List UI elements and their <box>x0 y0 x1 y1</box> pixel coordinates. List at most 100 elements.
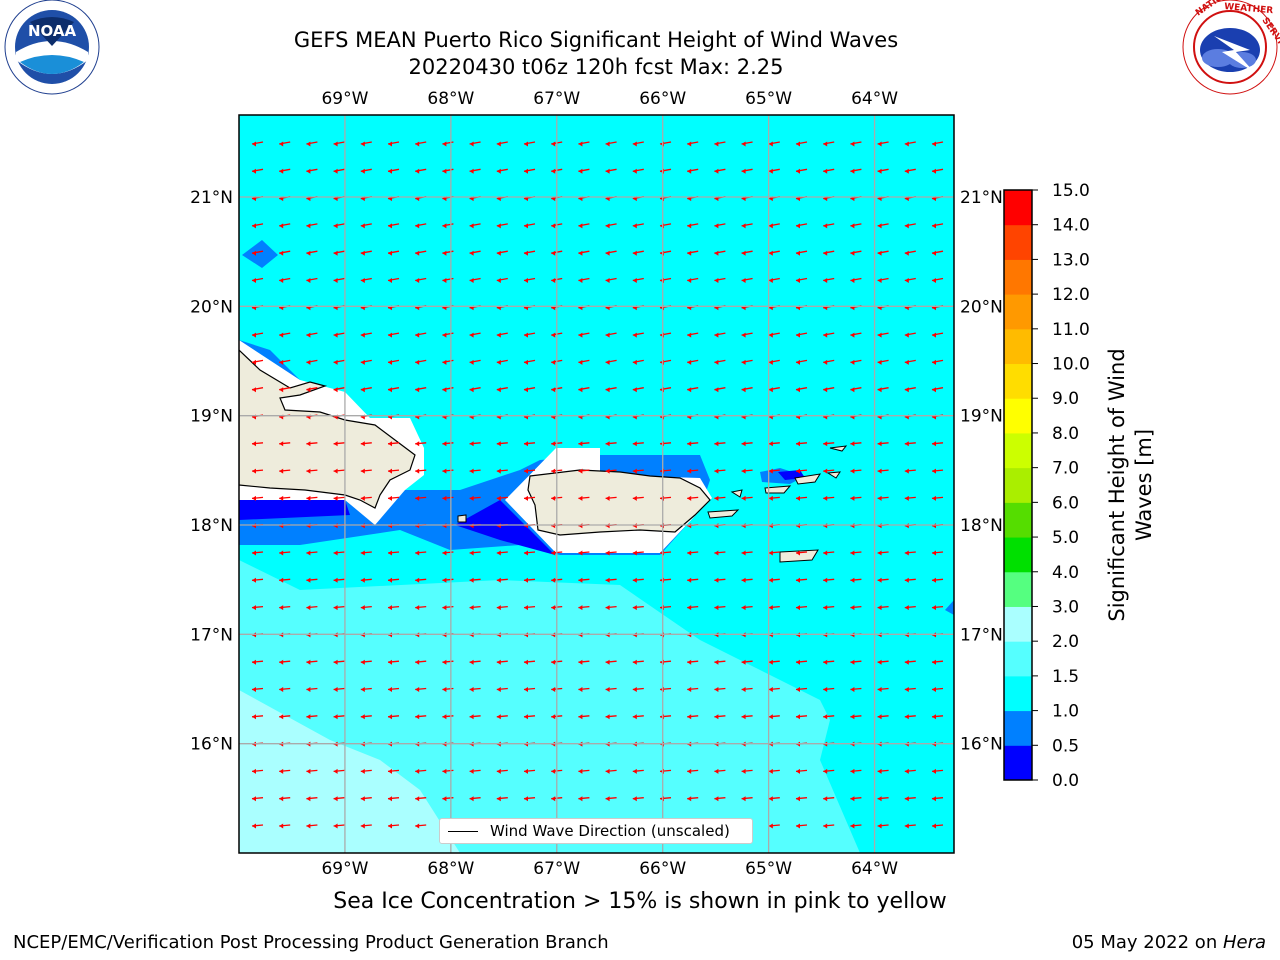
wave-arrow <box>605 468 617 474</box>
wave-arrow <box>469 495 481 501</box>
wave-arrow <box>496 250 508 256</box>
wave-arrow <box>904 605 916 611</box>
colorbar-swatch <box>1004 710 1032 746</box>
wave-arrow <box>823 141 835 147</box>
map-frame <box>238 114 955 854</box>
wave-arrow <box>251 332 264 338</box>
wave-arrow <box>632 495 644 501</box>
wave-arrow <box>333 823 345 829</box>
wave-arrow <box>251 659 264 665</box>
wave-arrow <box>714 250 726 256</box>
wave-arrow <box>687 250 699 256</box>
wave-arrow <box>578 495 590 501</box>
wave-arrow <box>605 659 617 665</box>
wave-arrow <box>415 687 427 692</box>
wave-arrow <box>632 577 644 583</box>
colorbar-tick-label: 13.0 <box>1052 250 1090 270</box>
wave-arrow <box>360 141 372 147</box>
wave-arrow <box>415 714 427 720</box>
wave-arrow <box>931 687 944 692</box>
wave-arrow <box>387 332 400 338</box>
latitude-label: 19°N <box>960 407 1003 427</box>
colorbar-swatch <box>1004 502 1032 538</box>
wave-arrow <box>877 168 889 174</box>
wave-arrow <box>714 359 726 365</box>
wave-arrow <box>605 332 617 338</box>
wave-arrow <box>850 223 862 229</box>
map-legend: Wind Wave Direction (unscaled) <box>439 818 753 844</box>
wave-arrow <box>387 168 400 174</box>
wave-arrow <box>469 141 481 147</box>
wave-arrow <box>768 796 780 802</box>
wave-arrow <box>360 577 372 583</box>
wave-arrow <box>823 768 835 774</box>
wave-arrow <box>578 768 590 774</box>
wave-arrow <box>904 141 916 147</box>
wave-arrow <box>605 387 617 393</box>
wave-arrow <box>279 468 291 474</box>
wave-arrow <box>279 768 291 774</box>
latitude-label: 21°N <box>960 188 1003 208</box>
wave-arrow <box>415 550 427 556</box>
wave-arrow <box>442 468 454 474</box>
latitude-label: 20°N <box>190 297 233 317</box>
wave-arrow <box>387 550 400 556</box>
wave-arrow <box>850 468 862 474</box>
wave-arrow <box>360 659 372 665</box>
wave-arrow <box>333 332 345 338</box>
colorbar-tick-label: 10.0 <box>1052 355 1090 375</box>
wave-arrow <box>306 168 318 174</box>
wave-arrow <box>415 250 427 256</box>
wave-arrow <box>279 823 291 829</box>
wave-arrow <box>415 605 427 611</box>
wave-arrow <box>360 359 372 365</box>
colorbar-frame <box>1003 189 1033 781</box>
longitude-label: 68°W <box>427 89 474 109</box>
wave-arrow <box>687 687 699 692</box>
wave-arrow <box>605 223 617 229</box>
wave-arrow <box>251 577 264 583</box>
wave-arrow <box>442 687 454 692</box>
wave-arrow <box>333 550 345 556</box>
wave-arrow <box>714 796 726 802</box>
wave-arrow <box>850 823 862 829</box>
wave-arrow <box>931 577 944 583</box>
wave-arrow <box>415 796 427 802</box>
wave-arrow <box>523 796 536 802</box>
wave-arrow <box>523 441 536 447</box>
wave-arrow <box>605 550 617 556</box>
wave-arrow <box>523 332 536 338</box>
wave-arrow <box>904 441 916 447</box>
colorbar: 0.0 0.5 1.0 1.5 2.0 3.0 4.0 5.0 6.0 7.0 8.0 9.0 10.0… <box>1003 181 1090 791</box>
longitude-label: 69°W <box>321 859 368 879</box>
wave-arrow <box>387 359 400 365</box>
wave-arrow <box>415 577 427 583</box>
wave-arrow <box>442 577 454 583</box>
latitude-label: 19°N <box>190 407 233 427</box>
wave-arrow <box>850 495 862 501</box>
wave-arrow <box>877 277 889 283</box>
wave-arrow <box>333 659 345 665</box>
wave-arrow <box>904 277 916 283</box>
wave-arrow <box>714 387 726 393</box>
wave-arrow <box>795 468 808 474</box>
wave-arrow <box>360 250 372 256</box>
colorbar-tick-label: 1.0 <box>1052 702 1079 722</box>
wave-arrow <box>578 141 590 147</box>
wave-arrow <box>496 659 508 665</box>
wave-arrow <box>469 441 481 447</box>
land-culebra <box>730 489 743 498</box>
colorbar-title-line-1: Significant Height of Wind <box>1105 348 1129 621</box>
wave-arrow <box>469 605 481 611</box>
wave-arrow <box>632 141 644 147</box>
wave-arrow <box>687 796 699 802</box>
wave-arrow <box>387 223 400 229</box>
wave-arrow <box>605 250 617 256</box>
wave-arrow <box>687 577 699 583</box>
wave-arrow <box>714 468 726 474</box>
wave-arrow <box>714 768 726 774</box>
wave-arrow <box>387 387 400 393</box>
colorbar-swatch <box>1004 641 1032 677</box>
wave-arrow <box>442 605 454 611</box>
wave-arrow <box>360 441 372 447</box>
